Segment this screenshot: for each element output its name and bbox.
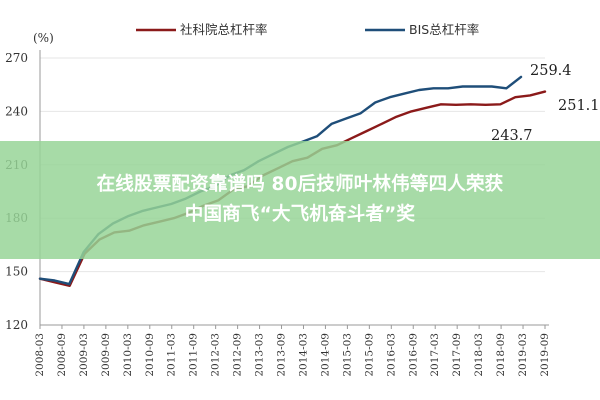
x-tick-labels: 2008-03 2008-09 2009-03 2009-09 2010-03 2010-… [34, 325, 551, 377]
x-tick-label: 2013-09 [276, 333, 288, 377]
x-tick-label: 2018-09 [495, 333, 507, 377]
legend-label: BIS总杠杆率 [409, 22, 479, 37]
x-tick-label: 2010-03 [122, 333, 134, 377]
x-tick-label: 2018-03 [473, 333, 485, 377]
x-tick-label: 2011-09 [188, 333, 200, 377]
y-tick-label: 150 [5, 265, 28, 279]
x-tick-label: 2019-09 [539, 333, 551, 377]
y-tick-label: 240 [5, 104, 28, 118]
legend-label: 社科院总杠杆率 [180, 22, 268, 37]
unit-label: (%) [33, 31, 54, 45]
x-tick-label: 2012-03 [210, 333, 222, 377]
y-tick-label: 120 [5, 318, 28, 332]
headline-line-2[interactable]: 中国商飞“大飞机奋斗者”奖 [184, 204, 416, 225]
headline-line-1[interactable]: 在线股票配资靠谱吗 80后技师叶林伟等四人荣获 [96, 174, 504, 195]
x-tick-label: 2013-03 [254, 333, 266, 377]
x-tick-label: 2012-09 [232, 333, 244, 377]
annotation-bis-end: 259.4 [530, 63, 572, 79]
annotation-cass-dip: 243.7 [491, 128, 533, 144]
x-tick-label: 2017-09 [451, 333, 463, 377]
x-tick-label: 2017-03 [429, 333, 441, 377]
annotation-cass-end: 251.1 [558, 98, 600, 114]
x-tick-label: 2014-09 [319, 333, 331, 377]
x-tick-label: 2019-03 [517, 333, 529, 377]
y-tick-label: 270 [5, 51, 28, 65]
x-tick-label: 2009-03 [78, 333, 90, 377]
x-tick-label: 2016-03 [385, 333, 397, 377]
news-headline-banner[interactable]: 在线股票配资靠谱吗 80后技师叶林伟等四人荣获 中国商飞“大飞机奋斗者”奖 [0, 141, 600, 259]
x-tick-label: 2008-09 [56, 333, 68, 377]
x-tick-label: 2015-03 [341, 333, 353, 377]
x-tick-label: 2015-09 [363, 333, 375, 377]
legend: 社科院总杠杆率 BIS总杠杆率 [136, 22, 479, 37]
x-tick-label: 2009-09 [100, 333, 112, 377]
x-tick-label: 2010-09 [144, 333, 156, 377]
x-tick-label: 2011-03 [166, 333, 178, 377]
x-tick-label: 2016-09 [407, 333, 419, 377]
x-tick-label: 2008-03 [34, 333, 46, 377]
x-tick-label: 2014-03 [297, 333, 309, 377]
